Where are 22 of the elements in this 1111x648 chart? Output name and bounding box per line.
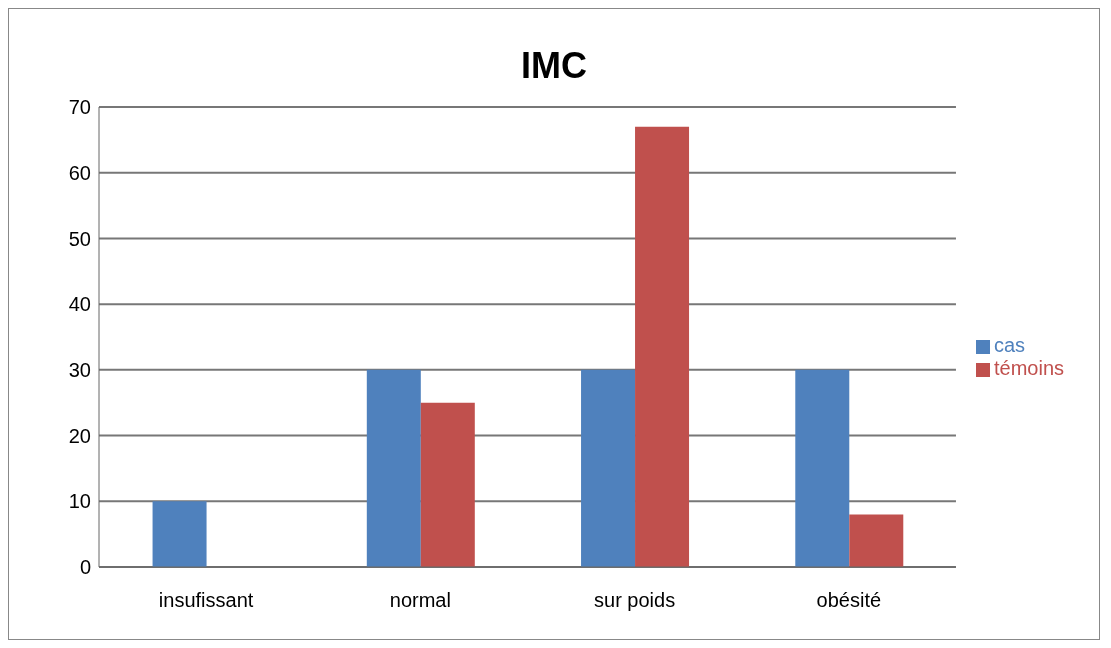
legend-label: témoins [993,357,1064,379]
bar [795,369,850,567]
x-tick-label: insufissant [158,589,254,612]
bar [849,514,904,567]
y-tick-label: 10 [68,490,91,513]
bar [366,369,421,567]
y-tick-label: 70 [68,96,91,119]
chart-title: IMC [520,45,588,87]
y-tick-label: 60 [68,161,91,184]
legend-label: cas [993,334,1026,356]
y-tick-label: 20 [68,424,91,447]
x-tick-label: obésité [816,589,882,612]
y-tick-label: 30 [68,358,91,381]
bar [581,369,636,567]
bar [152,501,207,567]
bar [420,402,475,567]
y-tick-label: 50 [68,227,91,250]
y-tick-label: 40 [68,293,91,316]
x-tick-label: normal [389,589,451,612]
y-tick-label: 0 [79,556,91,579]
x-tick-label: sur poids [594,589,676,612]
bar [635,126,690,567]
